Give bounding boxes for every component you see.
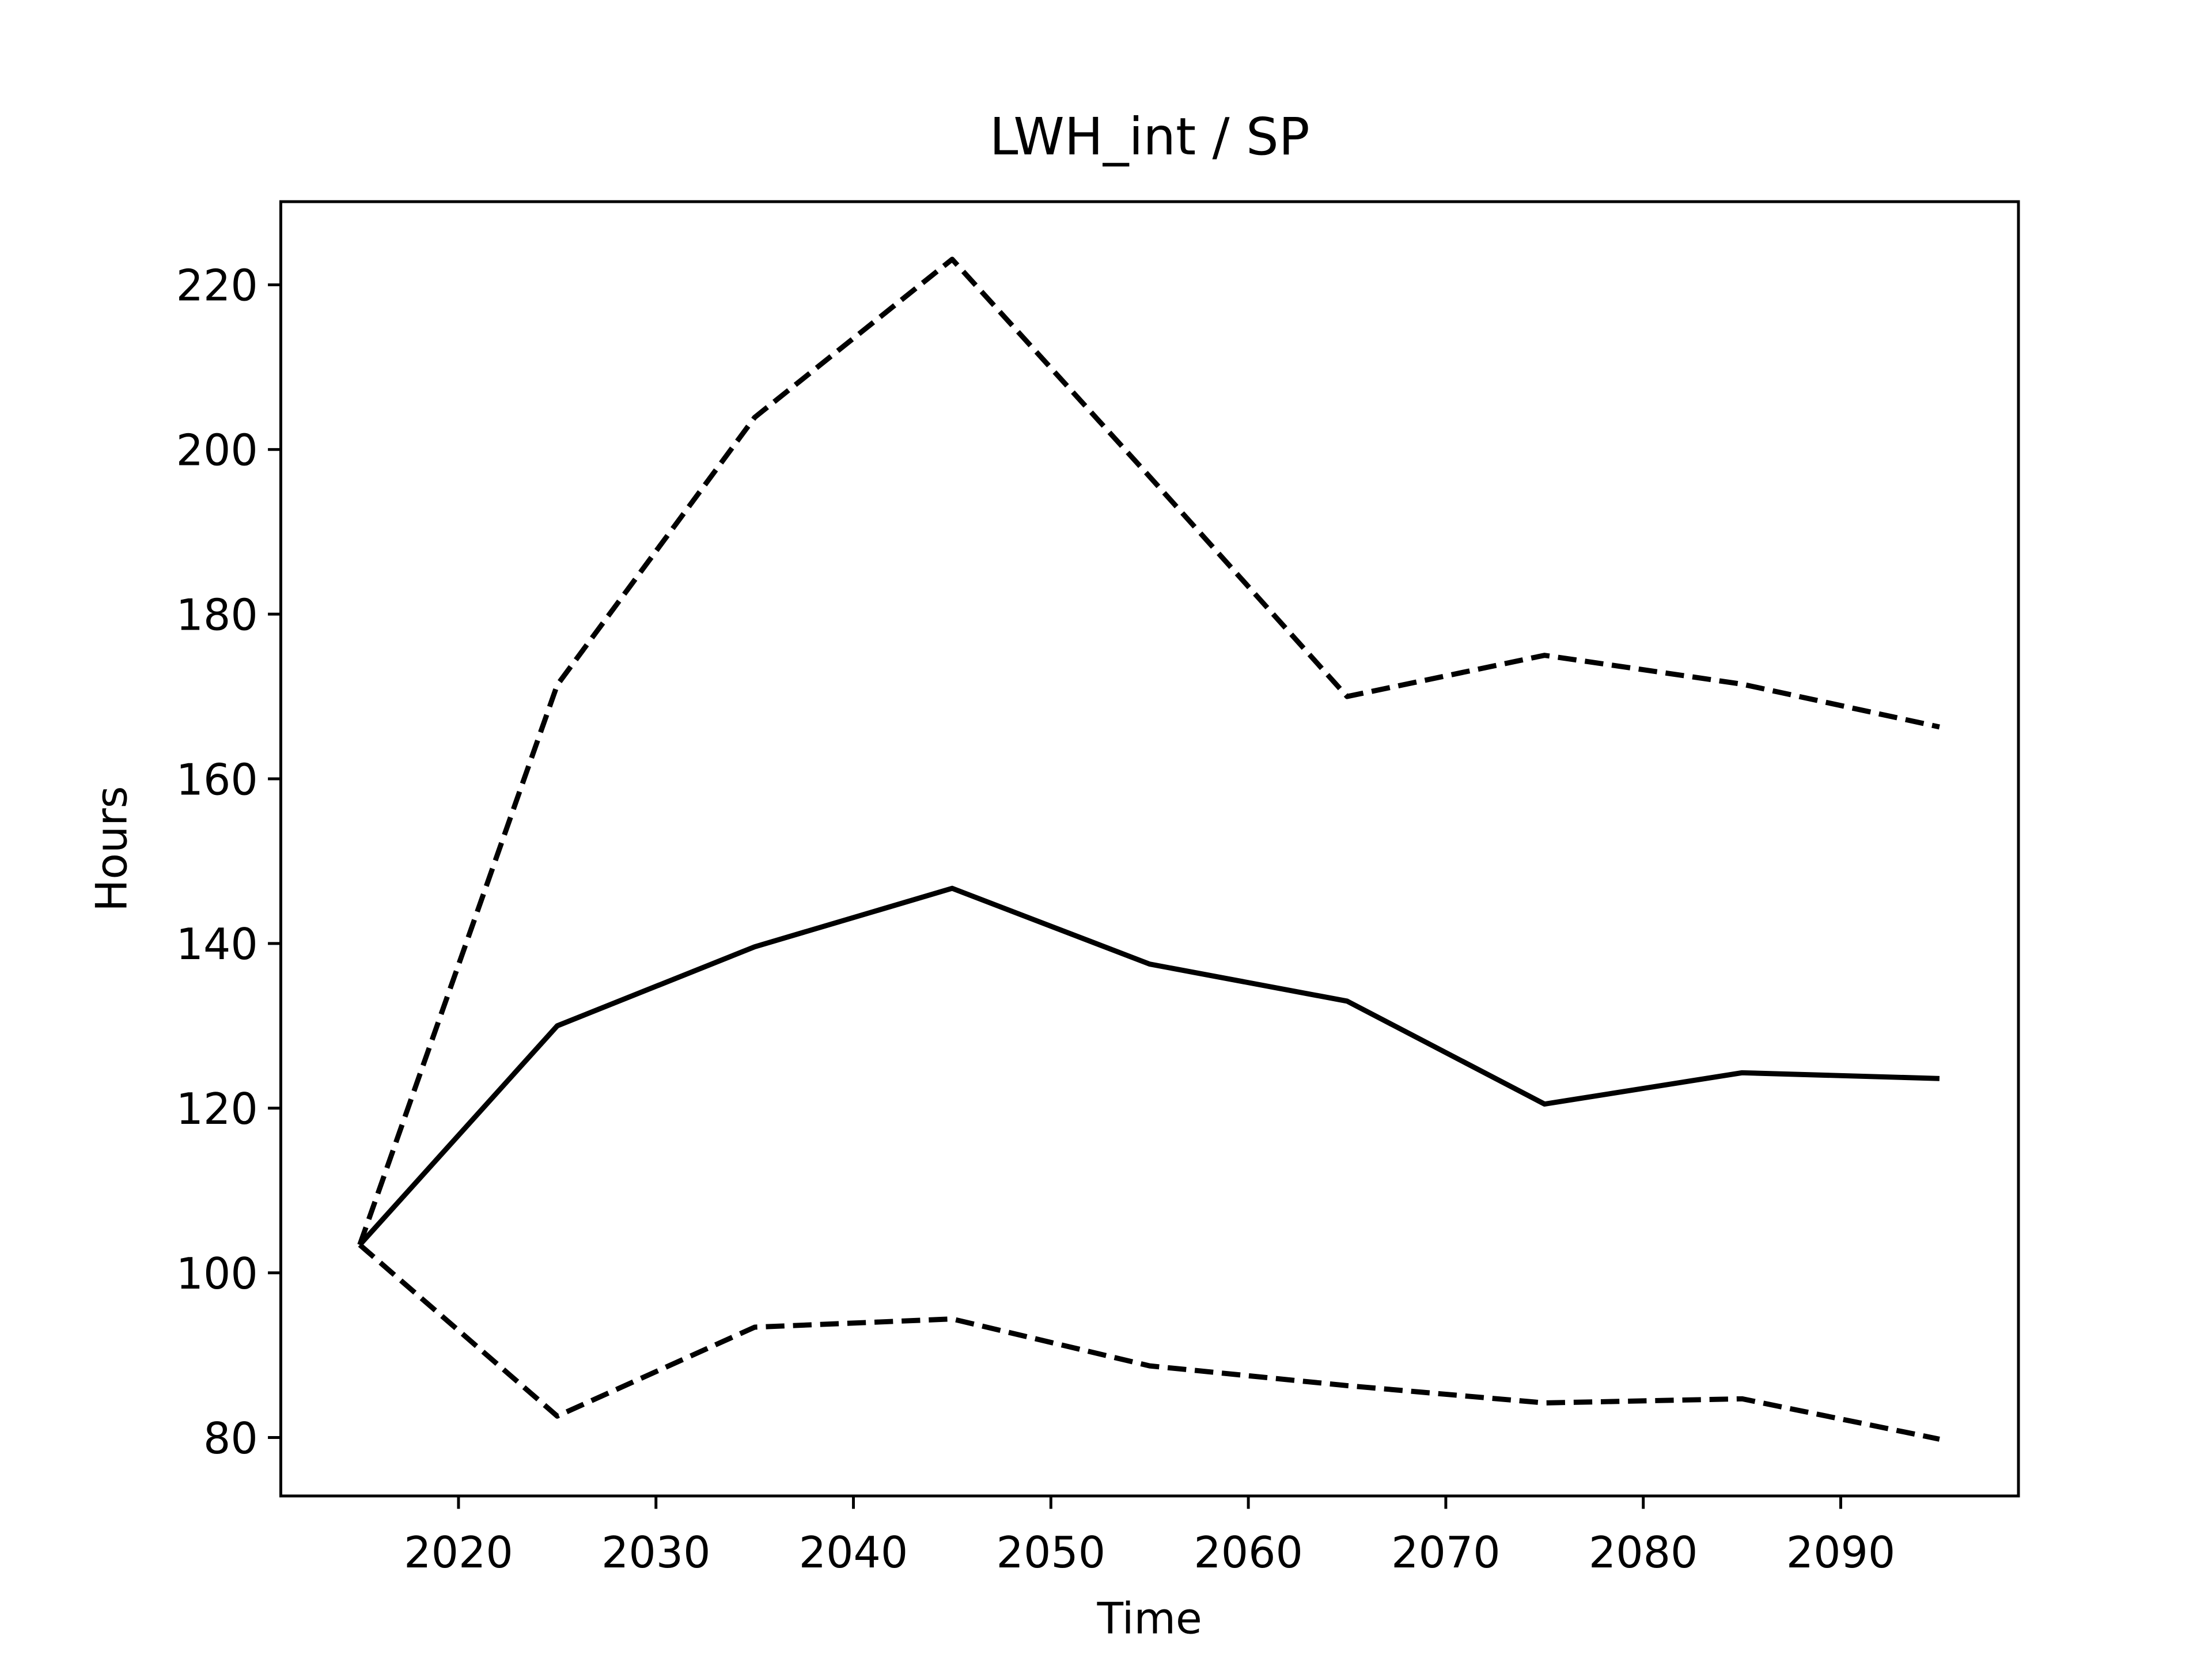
y-tick-label: 100 [176, 1249, 258, 1299]
line-series [357, 256, 1940, 1246]
y-tick-label: 160 [176, 755, 258, 805]
x-axis-label: Time [1097, 1593, 1202, 1643]
line-series [358, 885, 1940, 1247]
line-series [358, 1243, 1940, 1442]
y-tick-label: 220 [176, 261, 258, 311]
y-tick-label: 80 [203, 1414, 258, 1464]
y-tick-label: 200 [176, 426, 258, 476]
plot-frame [279, 200, 2020, 1498]
x-tick-label: 2080 [1589, 1528, 1698, 1578]
x-tick-label: 2040 [799, 1528, 908, 1578]
x-tick-label: 2070 [1391, 1528, 1501, 1578]
x-tick-label: 2090 [1786, 1528, 1896, 1578]
x-tick-label: 2060 [1194, 1528, 1303, 1578]
y-tick-label: 140 [176, 919, 258, 969]
x-tick-label: 2050 [997, 1528, 1106, 1578]
y-tick-label: 180 [176, 590, 258, 640]
chart-title: LWH_int / SP [990, 107, 1310, 167]
y-axis-label: Hours [86, 786, 137, 911]
y-tick-label: 120 [176, 1084, 258, 1134]
x-tick-label: 2020 [404, 1528, 513, 1578]
x-tick-label: 2030 [601, 1528, 711, 1578]
